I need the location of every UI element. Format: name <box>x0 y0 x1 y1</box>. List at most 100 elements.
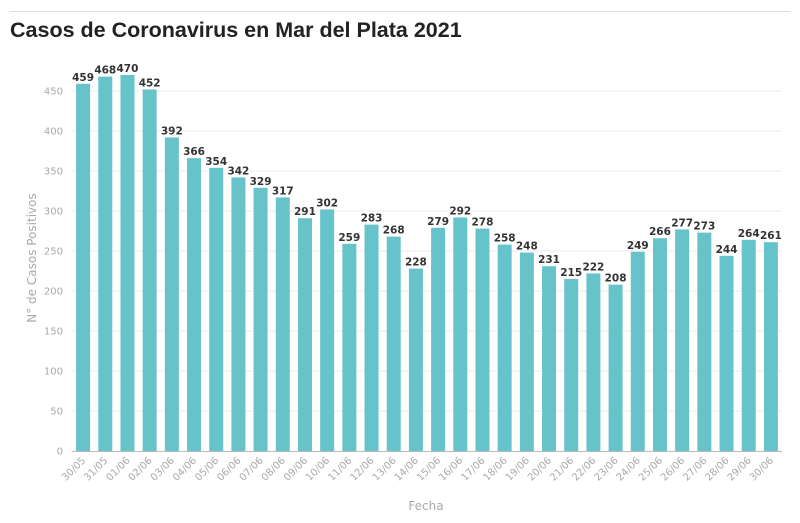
bar-value-label: 342 <box>227 165 249 177</box>
bar-value-label: 215 <box>560 267 582 279</box>
x-tick-label: 04/06 <box>171 455 199 483</box>
bar-value-label: 283 <box>361 213 383 225</box>
y-tick-label: 0 <box>57 447 63 458</box>
bar <box>253 187 268 452</box>
x-tick-label: 06/06 <box>215 455 243 483</box>
bar <box>120 75 135 451</box>
x-tick-label: 01/06 <box>104 455 132 483</box>
bar <box>187 158 202 451</box>
bar <box>320 209 335 451</box>
bar <box>675 229 690 451</box>
bar-value-label: 222 <box>582 261 604 273</box>
x-tick-label: 28/06 <box>703 455 731 483</box>
x-tick-label: 11/06 <box>326 455 354 483</box>
bar <box>275 197 290 451</box>
x-tick-label: 07/06 <box>238 455 266 483</box>
y-tick-label: 50 <box>50 407 63 418</box>
bar <box>564 279 579 451</box>
bar <box>652 238 667 451</box>
x-tick-label: 15/06 <box>415 455 443 483</box>
bar <box>164 137 179 451</box>
bar <box>408 268 423 451</box>
bar <box>453 217 468 451</box>
y-tick-label: 100 <box>44 367 63 378</box>
bar <box>608 284 623 451</box>
bar-value-label: 366 <box>183 146 205 158</box>
x-tick-label: 13/06 <box>371 455 399 483</box>
bar-value-label: 261 <box>760 230 782 242</box>
y-axis-title: N° de Casos Positivos <box>25 193 39 322</box>
bar <box>697 232 712 451</box>
chart-title: Casos de Coronavirus en Mar del Plata 20… <box>10 18 462 42</box>
bar-value-label: 249 <box>627 240 649 252</box>
bar <box>630 251 645 451</box>
x-tick-label: 30/05 <box>60 455 88 483</box>
x-tick-label: 02/06 <box>127 455 155 483</box>
bar <box>76 83 91 452</box>
bar-value-label: 292 <box>449 205 471 217</box>
y-tick-label: 400 <box>44 127 63 138</box>
x-axis-title: Fecha <box>408 499 443 513</box>
bar <box>386 236 401 451</box>
x-tick-label: 18/06 <box>482 455 510 483</box>
bar-value-label: 231 <box>538 254 560 266</box>
x-tick-label: 25/06 <box>637 455 665 483</box>
x-tick-label: 08/06 <box>260 455 288 483</box>
bar-value-label: 268 <box>383 225 405 237</box>
bar <box>342 243 357 451</box>
x-tick-label: 29/06 <box>726 455 754 483</box>
x-tick-label: 12/06 <box>348 455 376 483</box>
bar-value-label: 273 <box>693 221 715 233</box>
x-tick-label: 31/05 <box>82 455 110 483</box>
y-tick-label: 350 <box>44 167 63 178</box>
y-tick-label: 250 <box>44 247 63 258</box>
bar-value-label: 258 <box>494 233 516 245</box>
bar <box>586 273 601 451</box>
bar-value-label: 266 <box>649 226 671 238</box>
bar-value-label: 228 <box>405 257 427 269</box>
x-tick-label: 10/06 <box>304 455 332 483</box>
top-divider <box>10 11 790 12</box>
x-tick-label: 05/06 <box>193 455 221 483</box>
x-tick-label: 20/06 <box>526 455 554 483</box>
y-tick-label: 450 <box>44 87 63 98</box>
bar-value-label: 244 <box>716 244 738 256</box>
bar-value-label: 459 <box>72 72 94 84</box>
bar <box>519 252 534 451</box>
x-tick-label: 16/06 <box>437 455 465 483</box>
x-axis: 30/0531/0501/0602/0603/0604/0605/0606/06… <box>60 455 776 483</box>
bar <box>431 227 446 451</box>
x-tick-label: 14/06 <box>393 455 421 483</box>
x-tick-label: 19/06 <box>504 455 532 483</box>
bar <box>542 266 557 451</box>
y-tick-label: 200 <box>44 287 63 298</box>
bar-value-label: 277 <box>671 217 693 229</box>
y-tick-label: 150 <box>44 327 63 338</box>
bar-value-label: 279 <box>427 216 449 228</box>
bar <box>297 218 312 451</box>
bar <box>497 244 512 451</box>
bar-value-label: 354 <box>205 156 227 168</box>
x-tick-label: 22/06 <box>570 455 598 483</box>
bar-value-label: 278 <box>472 217 494 229</box>
x-tick-label: 23/06 <box>593 455 621 483</box>
bar-value-label: 317 <box>272 185 294 197</box>
bar <box>209 167 224 452</box>
bar-value-label: 264 <box>738 228 760 240</box>
bar <box>231 177 246 451</box>
x-tick-label: 26/06 <box>659 455 687 483</box>
bar-value-label: 392 <box>161 125 183 137</box>
bar-value-label: 329 <box>250 176 272 188</box>
bar-value-label: 208 <box>605 273 627 285</box>
bar-value-label: 291 <box>294 206 316 218</box>
bar-value-label: 468 <box>94 65 116 77</box>
bar <box>98 76 113 451</box>
bar-value-label: 248 <box>516 241 538 253</box>
bar-value-label: 470 <box>117 63 139 75</box>
bar-value-label: 302 <box>316 197 338 209</box>
bar-value-label: 452 <box>139 77 161 89</box>
x-tick-label: 27/06 <box>681 455 709 483</box>
x-tick-label: 30/06 <box>748 455 776 483</box>
